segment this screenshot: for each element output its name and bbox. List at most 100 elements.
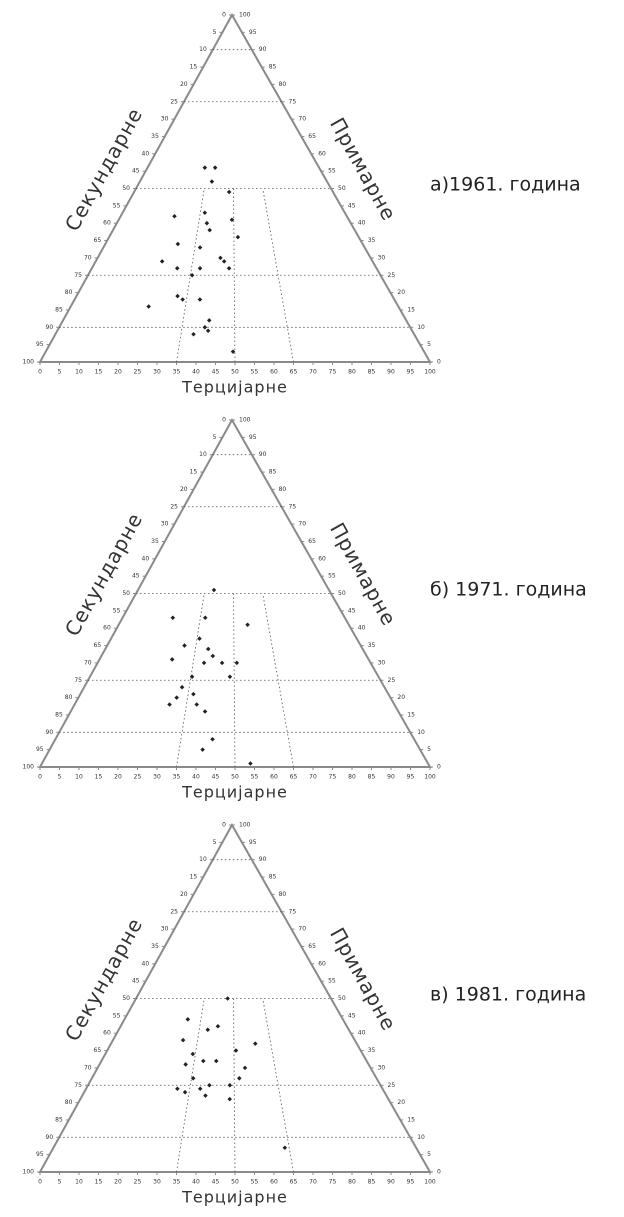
grid-line [262, 998, 294, 1173]
left-tick-label: 15 [190, 469, 198, 476]
grid-line [233, 593, 236, 768]
bottom-tick-label: 60 [270, 369, 278, 376]
right-tick-label: 0 [437, 359, 441, 366]
left-tick-label: 95 [36, 746, 44, 753]
left-tick-label: 65 [94, 237, 102, 244]
bottom-tick-label: 75 [329, 1179, 337, 1186]
left-tick-label: 100 [23, 764, 35, 771]
right-tick-label: 65 [308, 133, 316, 140]
grid-line [233, 188, 236, 363]
bottom-tick-label: 90 [387, 774, 395, 781]
data-point [167, 702, 172, 707]
bottom-tick-label: 85 [368, 369, 376, 376]
right-tick-label: 65 [308, 538, 316, 545]
data-point [227, 674, 233, 680]
bottom-tick-label: 70 [309, 369, 317, 376]
left-tick-label: 75 [74, 272, 82, 279]
right-tick-label: 100 [239, 12, 251, 19]
right-tick-label: 85 [269, 469, 277, 476]
left-tick-label: 45 [132, 978, 140, 985]
left-tick-label: 90 [46, 1134, 54, 1141]
right-tick-label: 85 [269, 64, 277, 71]
left-tick-label: 85 [55, 306, 63, 313]
right-tick-label: 75 [289, 98, 297, 105]
right-tick-label: 15 [407, 306, 415, 313]
right-tick-label: 30 [378, 254, 386, 261]
ternary-chart: 0005551010101515152020202525253030303535… [23, 417, 587, 802]
bottom-tick-label: 20 [114, 774, 122, 781]
data-point [253, 1041, 258, 1046]
right-tick-label: 65 [308, 943, 316, 950]
bottom-tick-label: 85 [368, 1179, 376, 1186]
data-point [248, 761, 253, 766]
right-tick-label: 45 [348, 1012, 356, 1019]
right-tick-label: 10 [417, 1134, 425, 1141]
right-tick-label: 0 [437, 1169, 441, 1176]
left-tick-label: 5 [213, 434, 217, 441]
right-tick-label: 80 [279, 486, 287, 493]
bottom-tick-label: 5 [58, 1179, 62, 1186]
data-point [209, 179, 215, 184]
bottom-tick-label: 15 [95, 369, 103, 376]
left-tick-label: 40 [142, 555, 150, 562]
data-point [218, 255, 223, 261]
grid-line [176, 593, 205, 768]
grid-line [176, 998, 205, 1173]
left-tick-label: 75 [74, 677, 82, 684]
data-point [175, 241, 181, 247]
left-tick-label: 65 [94, 642, 102, 649]
bottom-tick-label: 70 [309, 774, 317, 781]
bottom-tick-label: 35 [173, 1179, 181, 1186]
data-point [226, 189, 232, 195]
data-point [201, 1058, 206, 1064]
grid-line [233, 998, 236, 1173]
bottom-tick-label: 95 [407, 774, 415, 781]
bottom-tick-label: 50 [231, 1179, 239, 1186]
data-point [210, 653, 216, 659]
right-tick-label: 0 [437, 764, 441, 771]
data-point [180, 1037, 186, 1043]
left-tick-label: 15 [190, 874, 198, 881]
right-tick-label: 50 [338, 185, 346, 192]
data-point [194, 702, 199, 707]
right-tick-label: 5 [427, 341, 431, 348]
bottom-tick-label: 80 [348, 1179, 356, 1186]
bottom-tick-label: 0 [38, 369, 42, 376]
bottom-tick-label: 60 [270, 774, 278, 781]
left-tick-label: 60 [103, 625, 111, 632]
bottom-tick-label: 0 [38, 774, 42, 781]
right-tick-label: 80 [279, 891, 287, 898]
right-tick-label: 75 [289, 503, 297, 510]
bottom-tick-label: 55 [251, 1179, 259, 1186]
left-tick-label: 90 [46, 324, 54, 331]
data-point [227, 1096, 233, 1102]
left-tick-label: 30 [161, 116, 169, 123]
data-point [183, 1062, 188, 1067]
right-tick-label: 90 [259, 46, 267, 53]
data-point [202, 325, 208, 330]
right-tick-label: 30 [378, 1064, 386, 1071]
axis-label: Примарне [325, 519, 401, 630]
right-tick-label: 100 [239, 417, 251, 424]
left-tick-label: 35 [151, 538, 159, 545]
data-point [205, 1027, 211, 1032]
data-point [189, 674, 195, 680]
data-point [212, 165, 218, 170]
bottom-tick-label: 10 [75, 369, 83, 376]
left-tick-label: 70 [84, 1064, 92, 1071]
left-tick-label: 70 [84, 659, 92, 666]
left-tick-label: 55 [113, 607, 121, 614]
grid-line [262, 188, 294, 363]
data-point [159, 259, 165, 264]
left-tick-label: 70 [84, 254, 92, 261]
left-tick-label: 60 [103, 220, 111, 227]
left-tick-label: 95 [36, 1151, 44, 1158]
bottom-tick-label: 25 [134, 369, 142, 376]
left-tick-label: 80 [65, 1099, 73, 1106]
left-tick-label: 25 [170, 503, 178, 510]
right-tick-label: 80 [279, 81, 287, 88]
data-point [226, 266, 232, 271]
data-point [227, 1082, 233, 1088]
right-tick-label: 50 [338, 995, 346, 1002]
data-point [197, 636, 202, 641]
